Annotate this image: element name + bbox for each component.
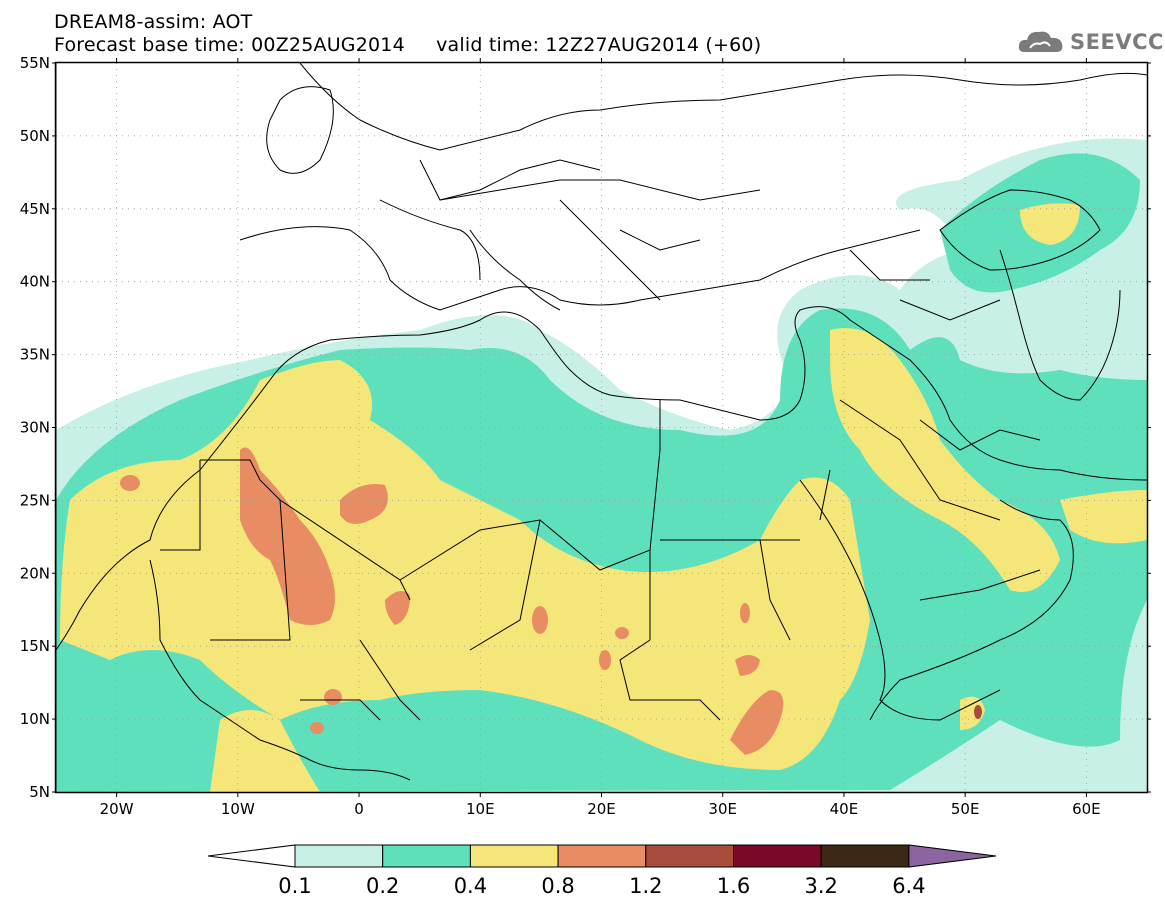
lon-label: 10E <box>466 800 495 818</box>
colorbar-segment <box>645 844 734 868</box>
colorbar-level-label: 0.4 <box>454 874 487 898</box>
colorbar <box>207 844 996 868</box>
aot-band-high <box>310 722 324 734</box>
colorbar-segment <box>820 844 910 868</box>
lat-label: 45N <box>20 200 50 218</box>
lat-label: 35N <box>20 346 50 364</box>
aot-band-high <box>385 591 410 625</box>
colorbar-labels: 0.1 0.2 0.4 0.8 1.2 1.6 3.2 6.4 <box>278 874 925 898</box>
colorbar-segment <box>557 844 647 868</box>
lon-label: 50E <box>951 800 980 818</box>
aot-band-high <box>599 650 611 670</box>
lon-label: 60E <box>1072 800 1101 818</box>
aot-band-medium <box>1060 490 1147 544</box>
logo-text: SEEVCCC <box>1070 30 1165 54</box>
lat-label: 5N <box>29 783 50 801</box>
aot-field <box>56 63 1147 792</box>
colorbar-level-label: 1.6 <box>717 874 750 898</box>
aot-band-high <box>340 484 388 524</box>
valid-time: valid time: 12Z27AUG2014 (+60) <box>436 34 762 56</box>
aot-band-medium <box>830 328 1060 592</box>
latitude-labels: 55N 50N 45N 40N 35N 30N 25N 20N 15N 10N 5N <box>20 54 50 801</box>
colorbar-level-label: 0.8 <box>541 874 574 898</box>
lat-label: 40N <box>20 273 50 291</box>
coastlines-and-borders <box>56 63 1147 792</box>
colorbar-segment <box>469 844 559 868</box>
lon-label: 20W <box>100 800 134 818</box>
lat-label: 15N <box>20 637 50 655</box>
aot-band-very-high <box>974 705 982 719</box>
lat-label: 30N <box>20 419 50 437</box>
colorbar-over-triangle <box>908 844 996 868</box>
lon-label: 30E <box>708 800 737 818</box>
lon-label: 0 <box>354 800 364 818</box>
lat-label: 25N <box>20 491 50 509</box>
aot-band-high <box>120 475 140 491</box>
axis-ticks <box>52 58 1151 797</box>
base-time: Forecast base time: 00Z25AUG2014 <box>54 34 405 56</box>
aot-band-high <box>735 655 760 676</box>
lon-label: 10W <box>221 800 255 818</box>
longitude-labels: 20W 10W 0 10E 20E 30E 40E 50E 60E <box>100 800 1101 818</box>
lat-label: 50N <box>20 127 50 145</box>
colorbar-segment <box>294 844 384 868</box>
aot-band-high <box>324 689 342 705</box>
aot-band-medium <box>1020 203 1080 245</box>
aot-band-high <box>730 690 784 755</box>
aot-band-high <box>532 606 548 634</box>
aot-band-medium <box>60 360 870 770</box>
seevccc-logo <box>1018 31 1063 52</box>
colorbar-level-label: 0.1 <box>278 874 311 898</box>
aot-band-high <box>615 627 629 639</box>
colorbar-segment <box>733 844 822 868</box>
forecast-time-line: Forecast base time: 00Z25AUG2014 valid t… <box>54 34 761 56</box>
lat-label: 20N <box>20 564 50 582</box>
aot-band-medium <box>960 696 985 730</box>
colorbar-under-triangle <box>207 844 296 868</box>
colorbar-segment <box>382 844 471 868</box>
aot-band-high <box>740 603 750 623</box>
lon-label: 20E <box>587 800 616 818</box>
colorbar-level-label: 1.2 <box>629 874 662 898</box>
lat-label: 55N <box>20 54 50 72</box>
lon-label: 40E <box>830 800 859 818</box>
lat-label: 10N <box>20 710 50 728</box>
colorbar-level-label: 6.4 <box>892 874 925 898</box>
colorbar-level-label: 0.2 <box>366 874 399 898</box>
aot-band-high <box>240 447 335 625</box>
colorbar-level-label: 3.2 <box>804 874 837 898</box>
map-title: DREAM8-assim: AOT <box>54 11 253 33</box>
cloud-icon <box>1018 31 1063 52</box>
